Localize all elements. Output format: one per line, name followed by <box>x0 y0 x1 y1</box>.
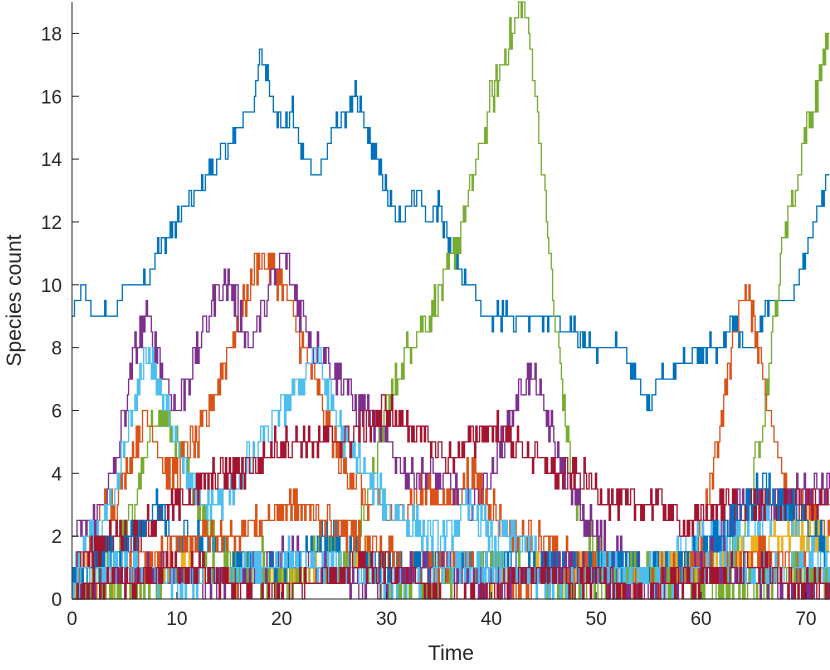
series-line-6 <box>72 394 830 584</box>
series-line-1 <box>72 48 830 412</box>
y-axis-ticks: 0 2 4 6 8 10 12 14 16 18 <box>41 24 79 611</box>
y-tick-label: 18 <box>41 24 62 45</box>
x-tick-label: 20 <box>271 609 292 630</box>
x-tick-label: 50 <box>586 609 607 630</box>
x-tick-label: 40 <box>481 609 502 630</box>
x-tick-label: 30 <box>376 609 397 630</box>
x-tick-label: 10 <box>166 609 187 630</box>
axes: 0 10 20 30 40 50 60 70 0 2 4 6 8 10 12 14 16 18 <box>41 2 830 630</box>
y-tick-label: 6 <box>51 401 62 422</box>
x-tick-label: 0 <box>67 609 78 630</box>
x-tick-label: 60 <box>690 609 711 630</box>
y-axis-label: Species count <box>3 234 26 366</box>
plot-area <box>72 1 830 600</box>
y-tick-label: 2 <box>51 527 62 548</box>
y-tick-label: 4 <box>51 464 62 485</box>
y-tick-label: 10 <box>41 276 62 297</box>
x-tick-label: 70 <box>795 609 816 630</box>
y-tick-label: 16 <box>41 87 62 108</box>
y-tick-label: 0 <box>51 590 62 611</box>
x-axis-ticks: 0 10 20 30 40 50 60 70 <box>67 592 816 630</box>
x-axis-label: Time <box>428 642 474 665</box>
y-tick-label: 8 <box>51 339 62 360</box>
y-tick-label: 14 <box>41 150 63 171</box>
y-tick-label: 12 <box>41 213 62 234</box>
